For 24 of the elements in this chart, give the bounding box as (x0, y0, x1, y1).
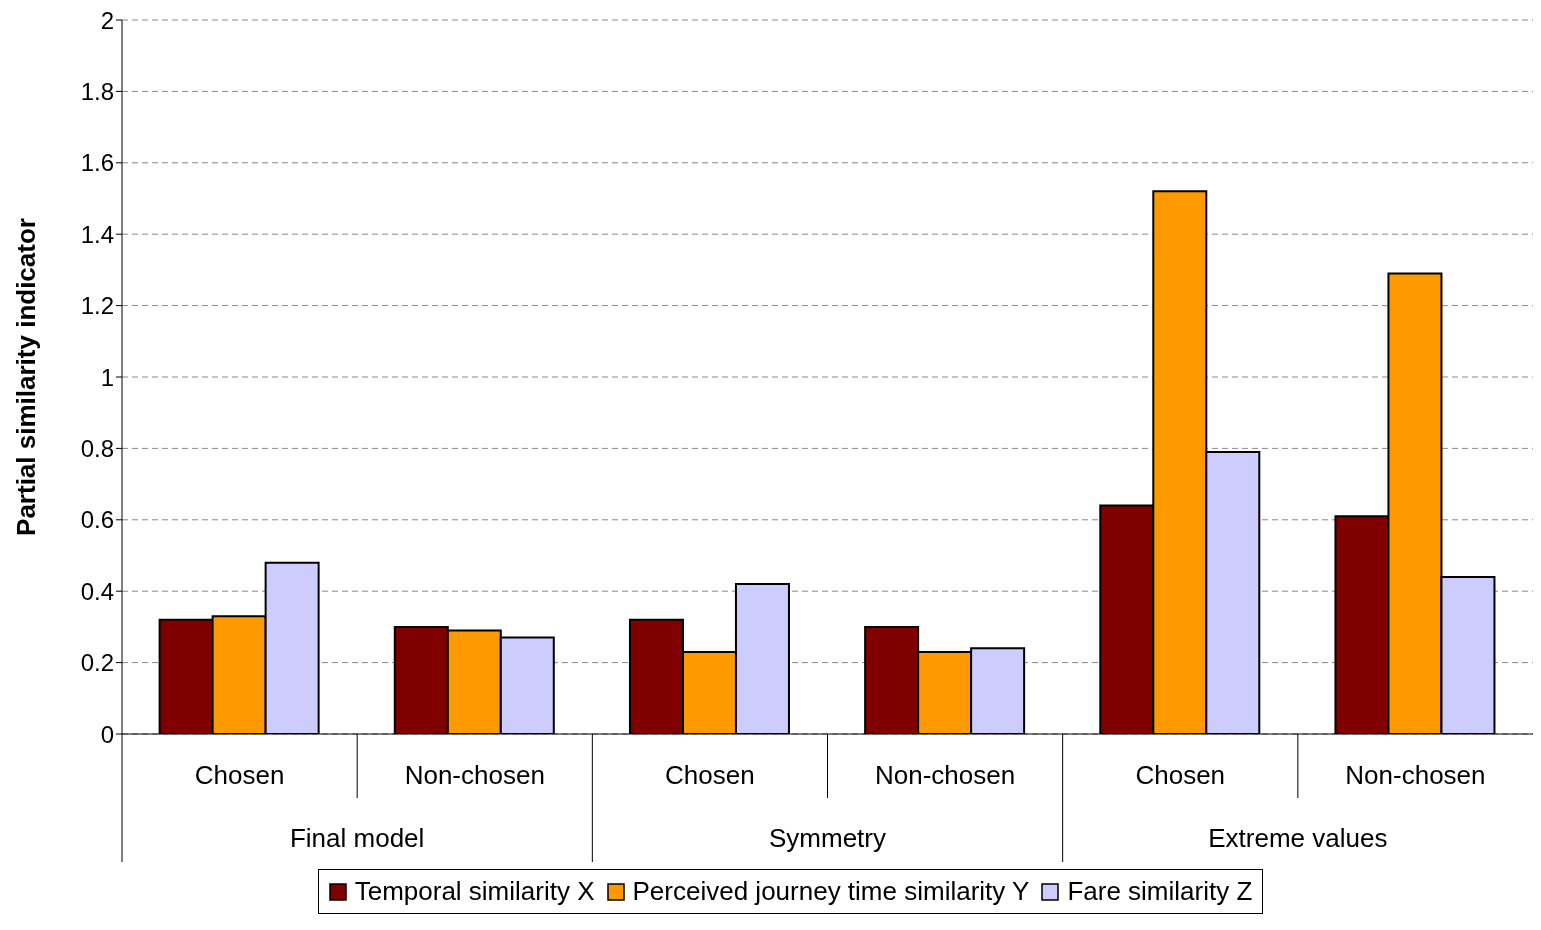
legend-label: Temporal similarity X (353, 876, 595, 907)
y-tick-label: 1.8 (80, 77, 114, 105)
x-tick-label: Non-chosen (1345, 760, 1486, 790)
y-tick-label: 1.4 (80, 220, 114, 248)
y-tick-label: 1.2 (80, 292, 114, 320)
y-tick-label: 2 (100, 6, 114, 34)
y-tick-label: 1 (100, 363, 114, 391)
text: Final model (289, 823, 425, 853)
legend-label: Fare similarity Z (1066, 876, 1253, 907)
x-tick-label: Non-chosen (874, 760, 1016, 790)
text: Symmetry (769, 823, 886, 853)
y-tick-label: 0 (100, 720, 114, 748)
x-tick-label: Chosen (665, 760, 755, 790)
x-tick-label: Non-chosen (404, 760, 545, 790)
y-axis-title: Partial similarity indicator (11, 218, 42, 536)
legend-label: Perceived journey time similarity Y (631, 876, 1030, 907)
y-tick-label: 1.6 (80, 149, 114, 177)
x-tick-label: Chosen (194, 760, 285, 790)
y-tick-label: 0.4 (80, 577, 114, 605)
y-tick-label: 0.2 (80, 649, 114, 677)
y-tick-label: 0.6 (80, 506, 114, 534)
text: Extreme values (1208, 823, 1388, 853)
y-tick-label: 0.8 (80, 434, 114, 462)
x-tick-label: Chosen (1135, 760, 1226, 790)
